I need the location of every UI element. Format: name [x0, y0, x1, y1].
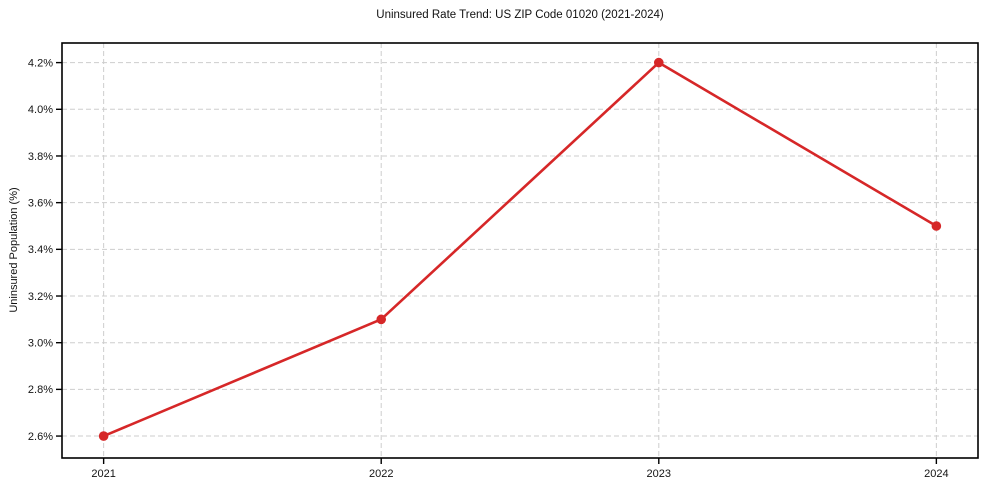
x-tick-label: 2021 [91, 468, 115, 480]
chart-title: Uninsured Rate Trend: US ZIP Code 01020 … [376, 9, 664, 21]
data-point-marker [98, 431, 109, 441]
y-tick-label: 3.8% [28, 151, 53, 163]
data-point-marker [931, 221, 942, 231]
series-line [102, 61, 938, 438]
x-tick-label: 2022 [369, 468, 393, 480]
data-point-marker [376, 314, 387, 325]
y-tick-label: 2.8% [28, 384, 53, 396]
x-tick-label: 2023 [647, 468, 671, 480]
y-tick-label: 3.2% [28, 291, 53, 303]
y-axis-label: Uninsured Population (%) [8, 187, 20, 313]
data-point-marker [653, 57, 664, 68]
y-tick-label: 3.6% [28, 197, 53, 209]
y-tick-label: 3.4% [28, 244, 53, 256]
y-tick-label: 4.0% [28, 104, 53, 116]
x-tick-label: 2024 [924, 468, 948, 480]
y-tick-label: 2.6% [28, 431, 53, 443]
y-tick-label: 4.2% [28, 57, 53, 69]
plot-border [61, 42, 979, 459]
y-tick-label: 3.0% [28, 337, 53, 349]
